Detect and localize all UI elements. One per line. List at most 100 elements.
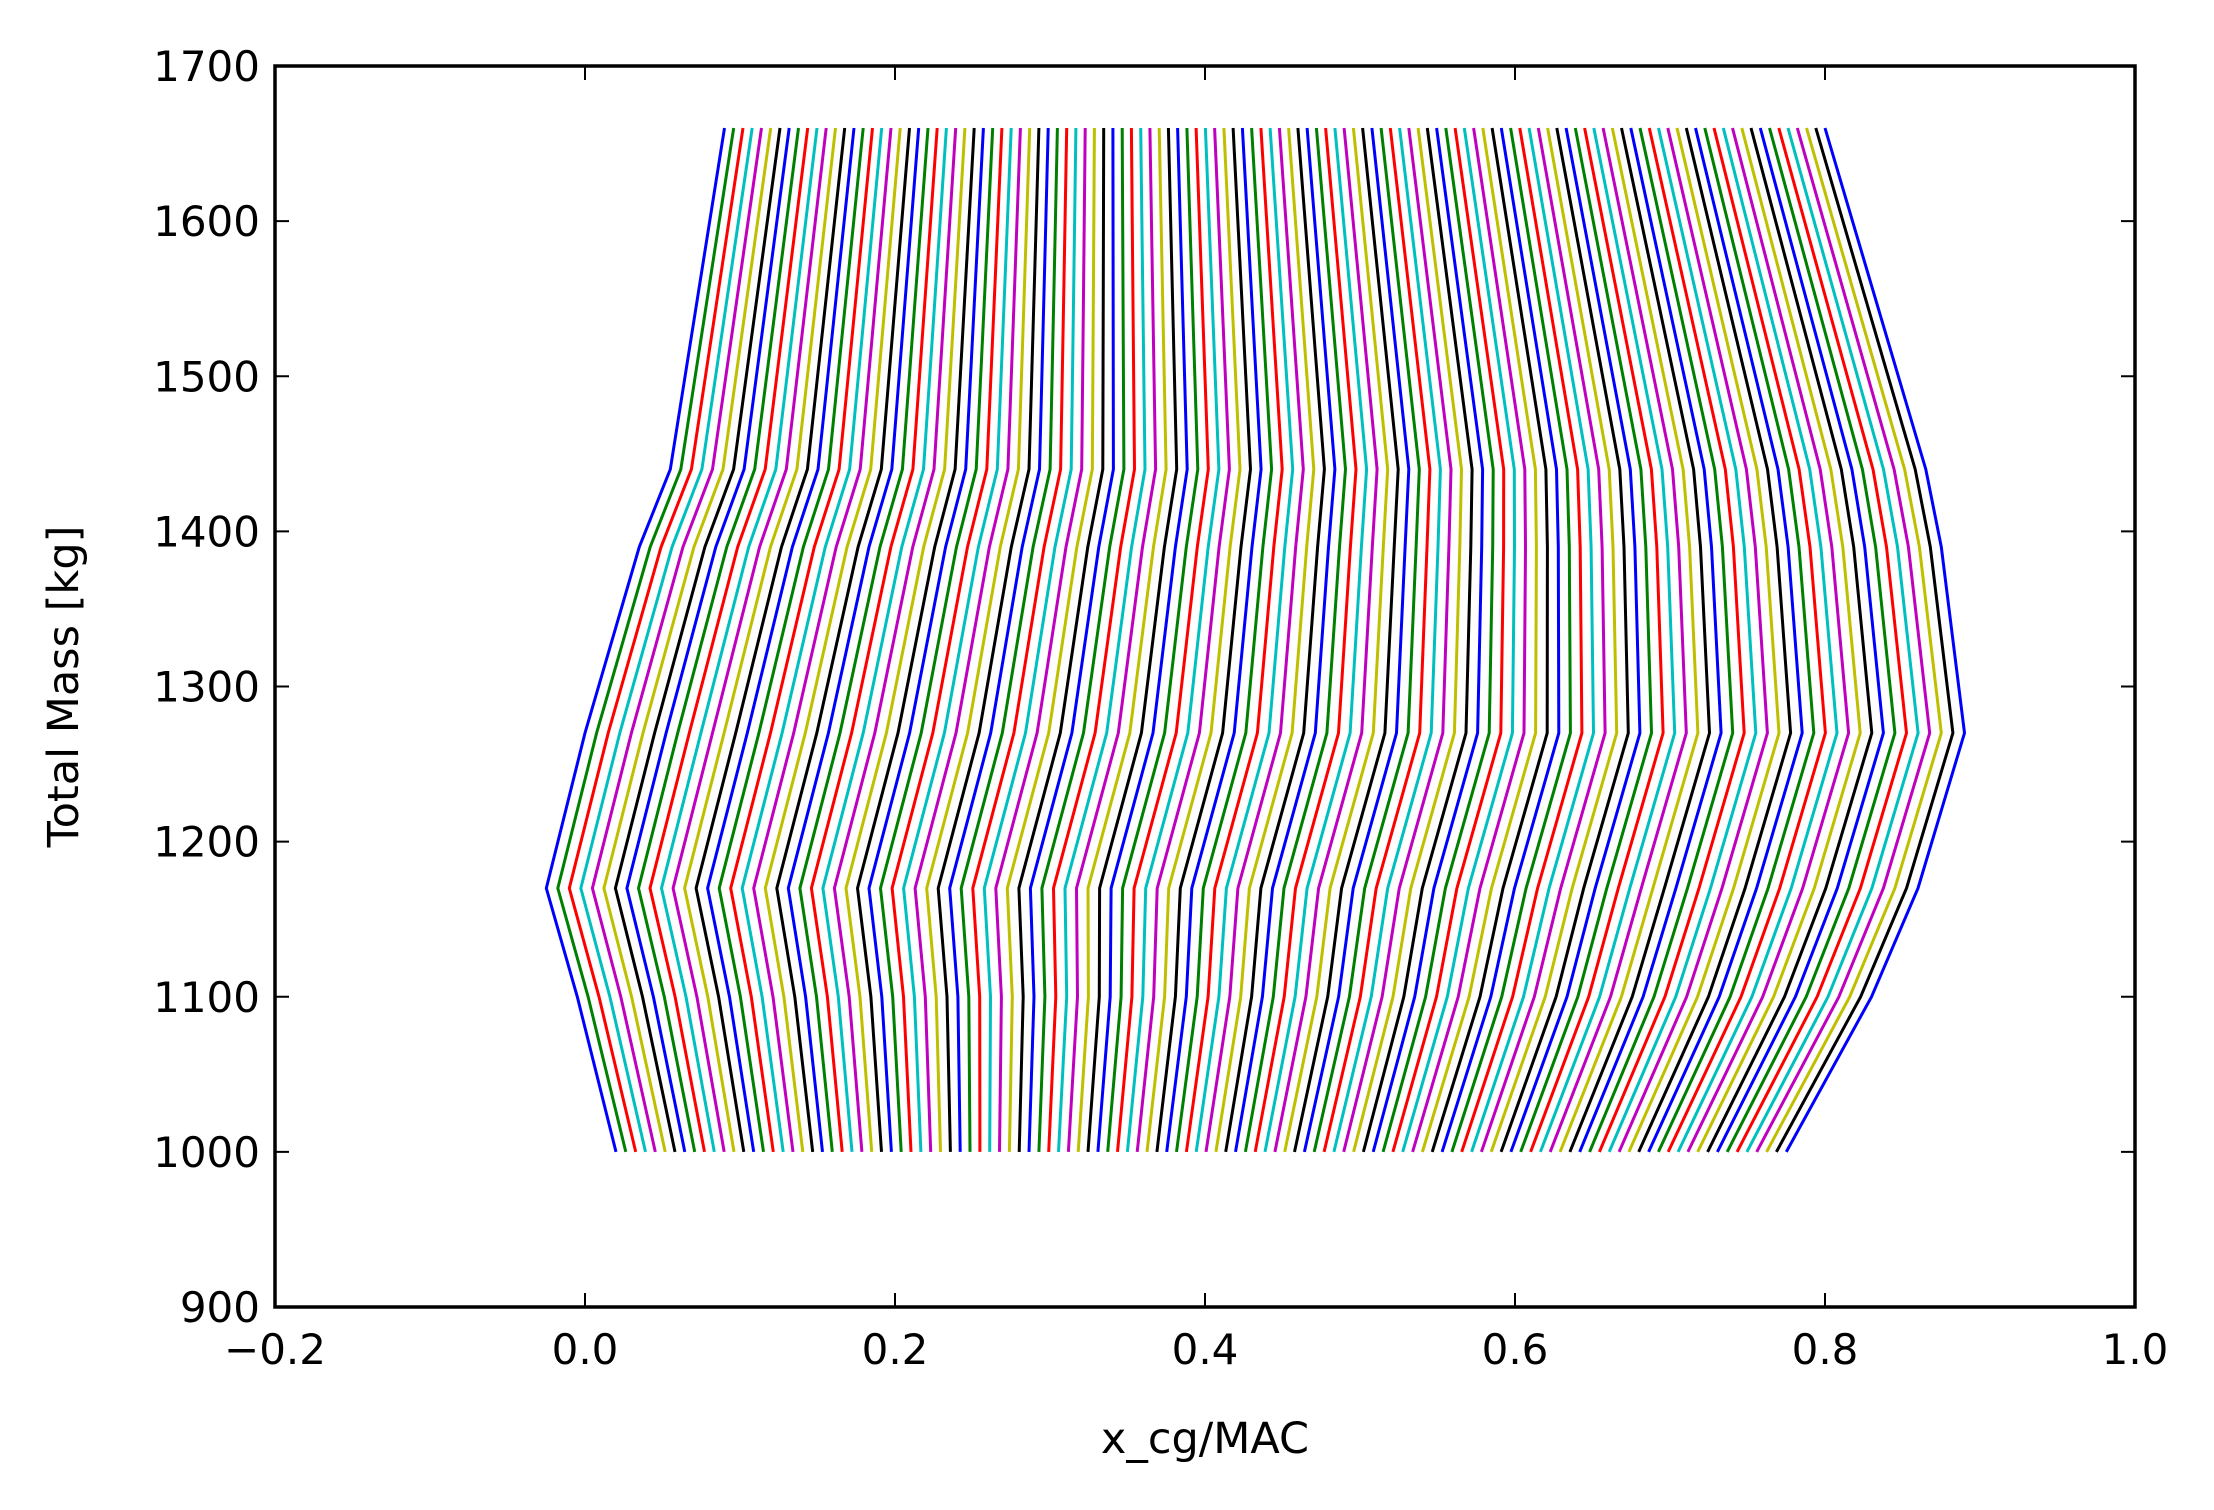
- series-line-89: [1479, 127, 1607, 1153]
- series-line-108: [1666, 127, 1827, 1153]
- y-tick-label: 1100: [153, 973, 260, 1022]
- series-line-63: [1224, 127, 1326, 1153]
- series-line-29: [867, 127, 985, 1152]
- series-line-24: [809, 127, 939, 1153]
- series-line-43: [1027, 127, 1115, 1152]
- series-line-114: [1725, 127, 1897, 1153]
- series-line-67: [1263, 127, 1369, 1153]
- series-line-100: [1588, 127, 1735, 1153]
- series-line-120: [1784, 127, 1967, 1153]
- series-line-109: [1676, 127, 1839, 1153]
- series-line-26: [832, 127, 958, 1153]
- series-line-61: [1204, 127, 1305, 1153]
- series-line-91: [1499, 127, 1630, 1153]
- series-line-42: [1017, 127, 1106, 1152]
- series-line-113: [1716, 127, 1885, 1153]
- series-line-20: [763, 127, 902, 1153]
- series-line-47: [1066, 127, 1158, 1152]
- series-line-22: [786, 127, 921, 1153]
- series-line-6: [602, 127, 773, 1153]
- series-line-104: [1627, 127, 1781, 1153]
- series-line-9: [636, 127, 800, 1153]
- series-line-53: [1125, 127, 1221, 1153]
- series-line-81: [1401, 127, 1517, 1153]
- series-line-118: [1765, 127, 1943, 1153]
- y-axis-label: Total Mass [kg]: [39, 526, 89, 849]
- series-line-16: [717, 127, 865, 1153]
- series-line-14: [694, 127, 847, 1153]
- series-layer: [544, 127, 1967, 1153]
- series-line-48: [1076, 127, 1168, 1152]
- series-line-80: [1391, 127, 1506, 1153]
- series-line-95: [1538, 127, 1677, 1153]
- series-line-119: [1775, 127, 1955, 1153]
- series-line-17: [729, 127, 874, 1153]
- series-line-11: [659, 127, 819, 1153]
- series-line-52: [1116, 127, 1210, 1153]
- series-line-49: [1086, 127, 1179, 1153]
- series-line-92: [1509, 127, 1642, 1153]
- series-line-41: [1005, 127, 1096, 1152]
- series-line-77: [1361, 127, 1474, 1153]
- series-line-33: [913, 127, 1022, 1152]
- x-axis-label: x_cg/MAC: [1101, 1414, 1309, 1464]
- y-tick-label: 1600: [153, 197, 260, 246]
- x-tick-label: 1.0: [2102, 1325, 2169, 1374]
- series-line-82: [1411, 127, 1528, 1153]
- series-line-105: [1637, 127, 1793, 1153]
- series-line-30: [878, 127, 995, 1152]
- series-line-78: [1371, 127, 1485, 1153]
- series-line-103: [1617, 127, 1769, 1153]
- series-line-56: [1155, 127, 1253, 1153]
- series-line-50: [1096, 127, 1189, 1153]
- x-tick-label: 0.8: [1792, 1325, 1859, 1374]
- series-line-115: [1735, 127, 1909, 1153]
- x-tick-label: 0.6: [1482, 1325, 1549, 1374]
- series-line-76: [1352, 127, 1464, 1153]
- series-line-3: [567, 127, 745, 1153]
- series-line-66: [1253, 127, 1358, 1153]
- series-line-58: [1175, 127, 1274, 1153]
- series-line-34: [925, 127, 1032, 1152]
- series-line-2: [556, 127, 736, 1153]
- series-line-5: [590, 127, 763, 1153]
- series-line-59: [1184, 127, 1284, 1153]
- series-line-62: [1214, 127, 1316, 1153]
- y-tick-label: 1700: [153, 42, 260, 91]
- series-line-4: [579, 127, 754, 1153]
- tick-layer: −0.2 0.0 0.2 0.4 0.6 0.8 1.0 900 1000 1100 1200 130…: [153, 42, 2168, 1374]
- series-line-84: [1430, 127, 1549, 1153]
- series-line-15: [706, 127, 856, 1153]
- series-line-40: [994, 127, 1087, 1152]
- series-line-116: [1745, 127, 1920, 1153]
- series-line-36: [948, 127, 1050, 1152]
- y-tick-label: 1300: [153, 663, 260, 712]
- series-line-107: [1657, 127, 1816, 1153]
- series-line-25: [821, 127, 948, 1153]
- series-line-83: [1420, 127, 1538, 1153]
- series-line-88: [1470, 127, 1596, 1153]
- series-line-94: [1529, 127, 1665, 1153]
- y-tick-label: 1500: [153, 352, 260, 401]
- series-line-46: [1057, 127, 1147, 1152]
- series-line-73: [1322, 127, 1432, 1153]
- y-tick-label: 1000: [153, 1128, 260, 1177]
- series-line-45: [1047, 127, 1137, 1152]
- series-line-51: [1106, 127, 1200, 1153]
- series-line-98: [1568, 127, 1712, 1153]
- y-tick-label: 1400: [153, 507, 260, 556]
- series-line-8: [625, 127, 791, 1153]
- series-line-87: [1460, 127, 1584, 1153]
- series-line-54: [1135, 127, 1231, 1153]
- series-line-85: [1440, 127, 1561, 1153]
- series-line-10: [648, 127, 810, 1153]
- series-line-64: [1234, 127, 1337, 1153]
- x-tick-label: −0.2: [224, 1325, 326, 1374]
- series-line-102: [1607, 127, 1758, 1153]
- x-tick-label: 0.0: [552, 1325, 619, 1374]
- series-line-69: [1283, 127, 1390, 1153]
- series-line-18: [740, 127, 884, 1153]
- series-line-37: [959, 127, 1059, 1152]
- series-line-28: [855, 127, 976, 1153]
